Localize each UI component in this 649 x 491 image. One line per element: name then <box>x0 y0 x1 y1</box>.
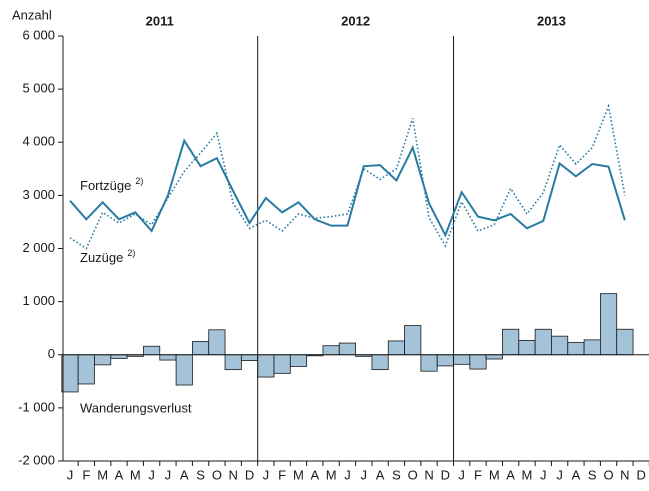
x-tick-label: S <box>392 467 401 482</box>
bar <box>273 354 291 374</box>
y-tick-label: 4 000 <box>22 134 55 149</box>
x-tick-label: D <box>637 467 646 482</box>
x-tick-label: M <box>326 467 337 482</box>
y-tick-label: 2 000 <box>22 240 55 255</box>
x-tick-label: M <box>489 467 500 482</box>
x-tick-label: F <box>278 467 286 482</box>
x-tick-label: D <box>441 467 450 482</box>
footnote-mark: 2) <box>135 176 143 186</box>
x-tick-label: S <box>196 467 205 482</box>
y-tick-label: -2 000 <box>18 452 55 467</box>
x-tick-label: N <box>424 467 433 482</box>
x-tick-label: J <box>361 467 368 482</box>
y-tick-label: 5 000 <box>22 81 55 96</box>
bar <box>502 328 520 356</box>
x-tick-label: J <box>148 467 155 482</box>
bar <box>338 342 356 356</box>
bar <box>616 328 634 356</box>
bar <box>94 354 112 366</box>
bar <box>77 354 95 385</box>
x-tick-label: J <box>165 467 172 482</box>
x-tick-label: O <box>212 467 222 482</box>
series-label: Fortzüge 2) <box>80 176 143 193</box>
y-tick-label: 3 000 <box>22 187 55 202</box>
bar <box>404 325 422 356</box>
y-tick-label: 0 <box>48 346 55 361</box>
bar <box>224 354 242 371</box>
series-label: Wanderungsverlust <box>80 400 192 415</box>
bar <box>322 345 340 356</box>
bar <box>600 293 618 356</box>
x-tick-label: A <box>376 467 385 482</box>
x-tick-label: M <box>130 467 141 482</box>
bar <box>518 340 536 356</box>
x-tick-label: J <box>540 467 547 482</box>
x-tick-label: O <box>408 467 418 482</box>
x-tick-label: M <box>97 467 108 482</box>
bar <box>469 354 487 370</box>
x-tick-label: M <box>522 467 533 482</box>
y-tick-label: 6 000 <box>22 27 55 42</box>
x-tick-label: M <box>293 467 304 482</box>
line <box>69 138 626 238</box>
x-tick-label: J <box>67 467 74 482</box>
series-label: Zuzüge 2) <box>80 248 135 265</box>
x-tick-label: N <box>620 467 629 482</box>
bar <box>159 354 177 361</box>
bar <box>567 342 585 356</box>
line <box>69 103 626 250</box>
x-tick-label: S <box>588 467 597 482</box>
series-name: Fortzüge <box>80 178 131 193</box>
year-label: 2011 <box>146 13 174 28</box>
bar <box>485 354 503 360</box>
y-axis-label: Anzahl <box>12 7 52 22</box>
bar <box>371 354 389 371</box>
x-tick-label: J <box>344 467 351 482</box>
x-tick-label: A <box>180 467 189 482</box>
x-tick-label: O <box>603 467 613 482</box>
x-tick-label: J <box>458 467 465 482</box>
x-tick-label: N <box>229 467 238 482</box>
x-tick-label: A <box>310 467 319 482</box>
x-tick-label: J <box>263 467 270 482</box>
bar <box>289 354 308 367</box>
x-tick-label: A <box>506 467 515 482</box>
x-tick-label: A <box>572 467 581 482</box>
bar <box>436 354 454 367</box>
bar <box>583 339 601 356</box>
bar <box>387 340 405 356</box>
y-tick-label: 1 000 <box>22 293 55 308</box>
series-name: Zuzüge <box>80 250 123 265</box>
bar <box>61 354 79 393</box>
bar <box>240 354 259 361</box>
bar <box>143 345 161 356</box>
x-tick-label: D <box>245 467 254 482</box>
bar <box>420 354 438 372</box>
bar <box>257 354 275 378</box>
x-tick-label: A <box>115 467 124 482</box>
year-label: 2012 <box>341 13 370 28</box>
bar <box>534 328 552 356</box>
x-tick-label: F <box>474 467 482 482</box>
bar <box>453 354 471 365</box>
bar <box>191 341 210 356</box>
year-label: 2013 <box>537 13 566 28</box>
bar <box>110 354 128 359</box>
bar <box>208 329 226 356</box>
bar <box>551 335 569 356</box>
bar <box>175 354 193 386</box>
y-tick-label: -1 000 <box>18 399 55 414</box>
x-tick-label: J <box>556 467 563 482</box>
footnote-mark: 2) <box>127 248 135 258</box>
x-tick-label: F <box>82 467 90 482</box>
